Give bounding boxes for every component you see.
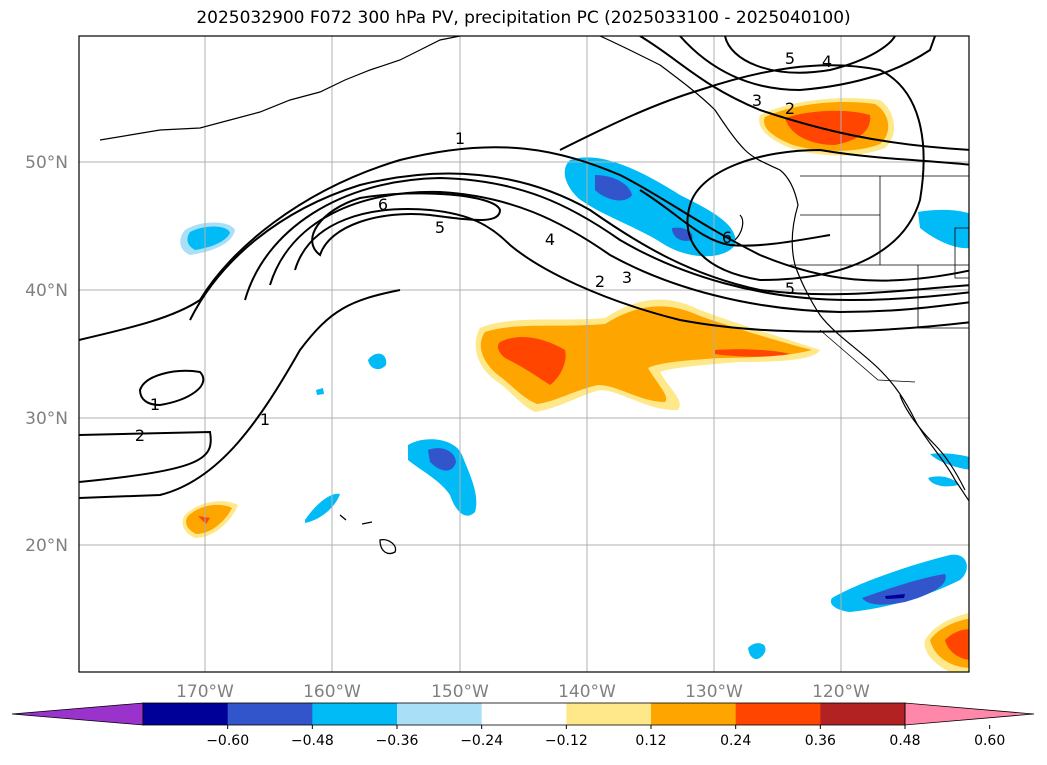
lat-label: 30°N <box>25 409 68 429</box>
contour-label: 6 <box>722 228 732 247</box>
colorbar-tick-label: −0.48 <box>291 733 334 749</box>
contour-label: 2 <box>785 99 795 118</box>
contour-label: 5 <box>785 49 795 68</box>
colorbar-tick-label: −0.36 <box>376 733 419 749</box>
colorbar-segment <box>143 703 229 725</box>
lon-label: 170°W <box>176 682 234 702</box>
contour-label: 2 <box>595 272 605 291</box>
contour-label: 5 <box>435 218 445 237</box>
colorbar-tick-label: −0.24 <box>460 733 503 749</box>
pv-contours <box>79 36 969 499</box>
colorbar-segment <box>566 703 652 725</box>
colorbar-segment <box>651 703 737 725</box>
contour-label: 6 <box>378 195 388 214</box>
colorbar-segment <box>397 703 483 725</box>
colorbar-segment <box>820 703 906 725</box>
map-title: 2025032900 F072 300 hPa PV, precipitatio… <box>196 8 851 28</box>
lat-label: 40°N <box>25 281 68 301</box>
contour-label: 1 <box>260 410 270 429</box>
lat-label: 50°N <box>25 153 68 173</box>
colorbar-segment <box>735 703 821 725</box>
colorbar-tick-label: 0.12 <box>635 733 666 749</box>
contour-label: 4 <box>822 52 832 71</box>
lon-label: 140°W <box>558 682 616 702</box>
latitude-labels: 50°N 40°N 30°N 20°N <box>25 153 68 556</box>
colorbar-tick-label: 0.48 <box>889 733 920 749</box>
colorbar-tick-label: 0.60 <box>974 733 1005 749</box>
contour-label: 5 <box>785 279 795 298</box>
colorbar-segment <box>227 703 313 725</box>
colorbar-segment <box>481 703 567 725</box>
colorbar-segment <box>312 703 398 725</box>
colorbar-tick-label: 0.24 <box>720 733 751 749</box>
contour-label: 4 <box>545 230 555 249</box>
contour-label: 1 <box>150 395 160 414</box>
lon-label: 160°W <box>303 682 361 702</box>
political-borders <box>790 175 969 383</box>
map-border <box>78 35 970 673</box>
contour-label: 3 <box>622 268 632 287</box>
lat-label: 20°N <box>25 536 68 556</box>
colorbar-extend-high <box>904 702 1035 726</box>
lon-label: 130°W <box>685 682 743 702</box>
contour-label: 2 <box>135 426 145 445</box>
colorbar: −0.60 −0.48 −0.36 −0.24 −0.12 0.12 0.24 0.36 0.4… <box>11 702 1035 749</box>
graticule <box>79 36 969 672</box>
colorbar-extend-low <box>11 702 144 726</box>
longitude-labels: 170°W 160°W 150°W 140°W 130°W 120°W <box>176 682 870 702</box>
lon-label: 150°W <box>431 682 489 702</box>
coastlines <box>99 36 969 555</box>
lon-label: 120°W <box>812 682 870 702</box>
contour-label: 3 <box>752 91 762 110</box>
contour-label-group: 1 6 5 4 2 3 1 2 1 5 4 3 2 6 5 <box>135 49 832 445</box>
colorbar-tick-label: −0.60 <box>206 733 249 749</box>
colorbar-border <box>142 702 906 726</box>
colorbar-tick-label: 0.36 <box>805 733 836 749</box>
colorbar-tick-label: −0.12 <box>545 733 588 749</box>
contour-label: 1 <box>455 129 465 148</box>
